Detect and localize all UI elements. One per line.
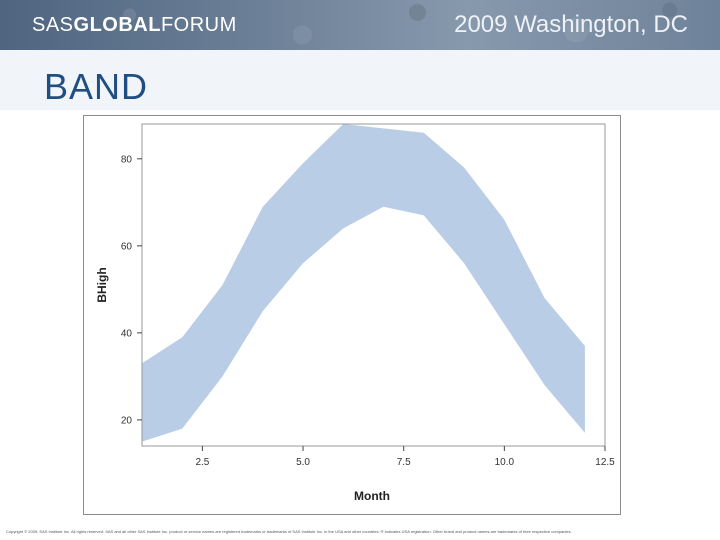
y-tick-label: 20 [121,415,133,426]
logo-suffix: FORUM [160,14,237,36]
x-axis-label: Month [354,489,390,503]
x-tick-label: 12.5 [595,457,615,468]
y-tick-label: 80 [121,154,133,165]
header-banner: SASGLOBALFORUM 2009 Washington, DC [0,0,720,50]
x-tick-label: 7.5 [397,457,411,468]
event-title: 2009 Washington, DC [454,11,688,38]
y-axis-label: BHigh [95,267,109,302]
sas-global-forum-logo: SASGLOBALFORUM [32,14,237,37]
x-tick-label: 5.0 [296,457,310,468]
x-tick-label: 2.5 [195,457,209,468]
band-area [142,124,585,442]
logo-prefix: SAS [32,14,74,36]
y-tick-label: 40 [121,328,133,339]
slide-title: BAND [44,66,149,107]
copyright-footer: Copyright © 2009, SAS Institute Inc. All… [6,529,572,534]
title-background [0,50,720,110]
x-tick-label: 10.0 [495,457,515,468]
chart-frame: 2.5 5.0 7.5 10.0 12.5 20 40 60 80 Month BHigh [83,115,621,515]
band-chart: 2.5 5.0 7.5 10.0 12.5 20 40 60 80 Month BHigh [95,123,615,503]
header-texture [0,0,720,50]
plot-area-border [141,123,606,447]
logo-bold: GLOBAL [73,14,161,36]
y-tick-label: 60 [121,241,133,252]
